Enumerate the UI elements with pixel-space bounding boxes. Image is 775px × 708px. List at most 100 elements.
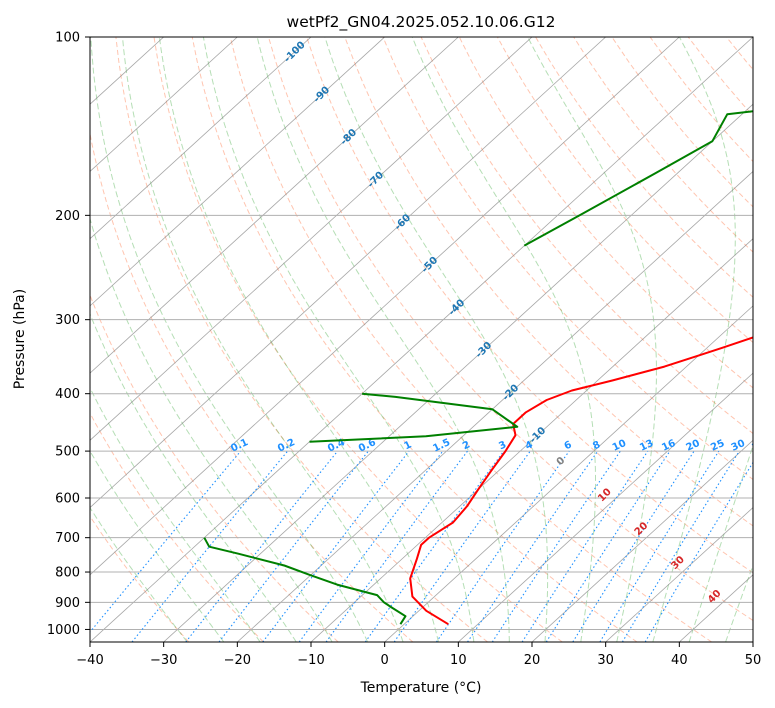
mixing-ratio-line [185,450,339,642]
dewpoint-profile [203,110,753,625]
isotherm-line [90,37,238,172]
mixing-ratio-line [599,450,720,642]
mixing-ratio-line [545,450,671,642]
isotherm-line [605,507,753,642]
isotherm-line [384,305,753,642]
moist-adiabat [90,506,188,642]
y-tick-label: 1000 [47,623,80,638]
wet-bulb-label: 10 [596,487,614,505]
moist-adiabat [122,37,404,642]
isotherm-line [310,238,753,642]
y-tick-label: 100 [55,31,80,46]
mixing-ratio-label: 6 [563,439,574,452]
x-tick-label: −40 [76,653,103,668]
moist-adiabat [90,386,261,642]
mixing-ratio-line [521,450,649,642]
moist-adiabat [202,37,475,642]
dry-adiabat [611,37,753,208]
dry-adiabat [649,37,753,163]
x-tick-label: −30 [150,653,177,668]
x-tick-label: 10 [450,653,467,668]
y-axis-label: Pressure (hPa) [12,289,28,389]
isotherm-line [458,372,753,642]
mixing-ratio-label: 30 [730,438,747,454]
isotherm-line [90,37,680,576]
isotherm-line [90,37,533,441]
axes: −40 −30 −20 −10 0 10 20 30 40 5010020030040050060… [47,31,761,669]
mixing-ratio-label: 8 [591,439,602,452]
mixing-ratio-label: 25 [709,438,726,454]
dry-adiabat [306,37,753,574]
mixing-ratio-line [131,450,289,642]
isotherm-line [163,103,753,642]
x-tick-label: 30 [597,653,614,668]
mixing-ratio-line [621,450,740,642]
moist-adiabat [90,449,225,642]
mixing-ratio-label: 3 [497,439,508,452]
mixing-ratio-line [325,450,468,642]
dry-adiabat [229,37,712,642]
dry-adiabat [382,37,753,481]
isotherm-line [237,170,753,642]
mixing-ratio-label: 16 [660,438,677,454]
x-tick-label: 20 [524,653,541,668]
moist-adiabat [324,37,549,642]
y-tick-label: 700 [55,531,80,546]
mixing-ratio-label: 0.1 [229,437,250,454]
mixing-ratio-label: 1 [402,439,413,452]
x-tick-label: −20 [224,653,251,668]
mixing-ratio-line [491,450,621,642]
isotherm-line [531,439,753,642]
mixing-ratio-label: 10 [611,438,628,454]
mixing-ratio-line [435,450,570,642]
dry-adiabat [90,131,414,642]
x-tick-label: 0 [381,653,389,668]
y-tick-label: 300 [55,313,80,328]
wet-bulb-label: 0 [555,455,568,468]
moist-adiabat [90,217,333,642]
mixing-ratio-label: 13 [638,438,655,454]
plot-frame [89,36,754,643]
dry-adiabat [115,37,488,642]
mixing-ratio-line [364,450,505,642]
wet-bulb-label: 40 [706,588,724,606]
moist-adiabat [411,37,596,642]
isotherm-line [90,37,753,642]
isotherm-line [90,37,459,374]
y-tick-label: 900 [55,596,80,611]
moist-adiabat [158,37,439,642]
dry-adiabat [191,37,638,642]
temperature-profile [409,336,753,626]
y-tick-label: 200 [55,209,80,224]
y-tick-label: 500 [55,445,80,460]
x-tick-label: −10 [297,653,324,668]
mixing-ratio-label: 4 [524,439,535,452]
mixing-ratio-label: 20 [684,438,701,454]
dry-adiabat [344,37,753,527]
mixing-ratio-line [90,450,242,633]
dry-adiabat [726,37,753,71]
x-tick-label: 40 [671,653,688,668]
moist-adiabat [688,444,753,642]
dry-adiabat [687,37,753,117]
isotherm-line [90,37,606,509]
mixing-ratio-line [572,450,695,642]
isotherm-line [752,641,753,642]
x-tick-label: 50 [745,653,762,668]
y-tick-label: 800 [55,566,80,581]
plot-area: 0.1 0.2 0.4 0.6 1 1.5 2 3 4 6 8 10 13 16 20 25 30 36-100-… [90,37,775,642]
wet-bulb-label: 30 [669,554,687,572]
dry-adiabat [535,37,753,298]
dry-adiabat [496,37,753,344]
dry-adiabat [153,37,563,642]
moist-adiabat [652,37,736,642]
isotherm-line [90,37,385,307]
mixing-ratio-line [393,450,531,642]
moist-adiabat [762,37,775,642]
y-tick-label: 600 [55,492,80,507]
dry-adiabat [420,37,753,435]
mixing-ratio-label: 2 [461,439,472,452]
dry-adiabat [90,515,190,642]
mixing-ratio-line [298,450,444,642]
